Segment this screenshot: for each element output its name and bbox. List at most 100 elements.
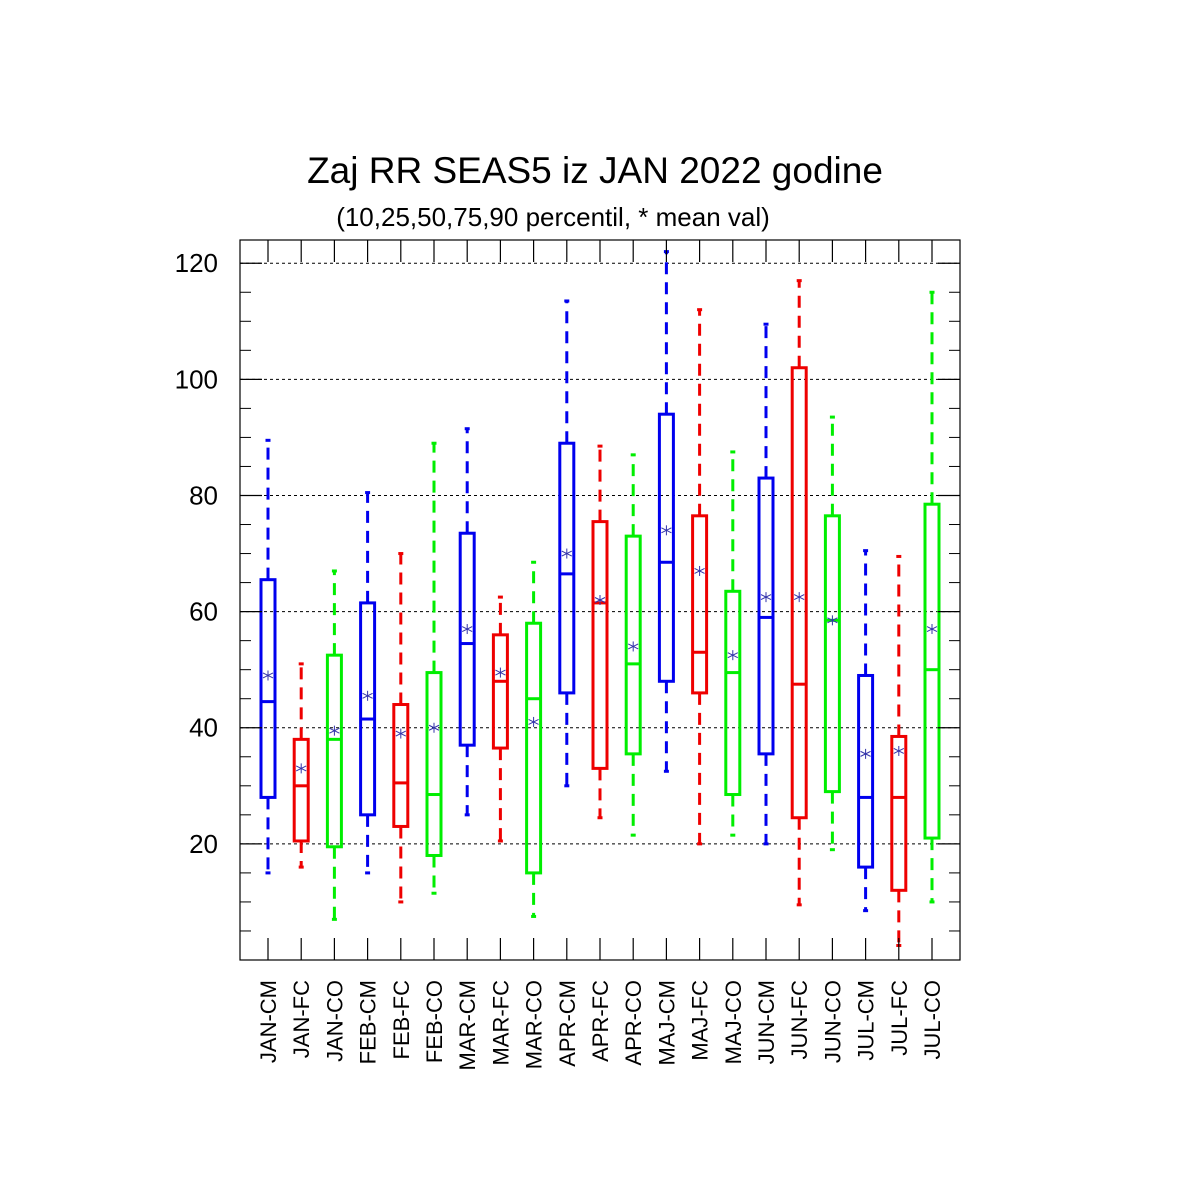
x-tick-label: FEB-CM — [356, 980, 381, 1064]
mean-marker — [428, 722, 440, 733]
box-iqr — [591, 520, 609, 770]
mean-marker-stroke — [295, 765, 307, 772]
mean-marker-stroke — [793, 594, 805, 601]
box-jan-fc — [292, 662, 310, 869]
mean-marker — [827, 615, 838, 626]
box-feb-co — [425, 441, 443, 895]
box-iqr — [425, 671, 443, 857]
box-iqr — [525, 621, 543, 875]
box-apr-cm — [558, 299, 576, 788]
x-tick-label: MAR-FC — [488, 980, 513, 1066]
chart-subtitle: (10,25,50,75,90 percentil, * mean val) — [336, 202, 770, 232]
y-tick-label: 120 — [175, 248, 218, 278]
x-tick-label: JUL-CM — [854, 980, 879, 1061]
mean-marker-stroke — [395, 730, 407, 737]
box-iqr — [259, 578, 277, 799]
mean-marker-stroke — [528, 718, 539, 725]
x-tick-label: JUL-FC — [887, 980, 912, 1056]
mean-marker — [395, 728, 407, 739]
box-maj-cm — [657, 250, 675, 773]
mean-marker-stroke — [694, 568, 705, 574]
box-iqr — [890, 734, 908, 892]
x-tick-label: JAN-CO — [322, 980, 347, 1062]
box-apr-fc — [591, 444, 609, 820]
box-mar-co — [525, 560, 543, 918]
axes: 20 40 60 80 100 120 JAN-CM JAN-FC JAN-CO FEB-CM FE… — [175, 240, 960, 1070]
x-tick-label: JUN-CO — [820, 980, 845, 1063]
mean-marker-stroke — [661, 527, 672, 534]
box-jun-co — [823, 415, 841, 852]
mean-marker — [295, 763, 307, 774]
y-tick-label: 80 — [189, 480, 218, 510]
mean-marker — [727, 650, 739, 661]
box-iqr — [325, 653, 343, 849]
x-tick-label: APR-CO — [621, 980, 646, 1066]
mean-marker-stroke — [827, 617, 838, 624]
y-tick-label: 100 — [175, 364, 218, 394]
box-jan-co — [325, 569, 343, 921]
mean-marker — [860, 748, 871, 759]
box-jun-cm — [757, 322, 775, 846]
box-mar-cm — [458, 427, 476, 817]
box-iqr — [857, 673, 875, 869]
mean-marker — [893, 745, 905, 756]
box-maj-fc — [691, 308, 709, 846]
mean-marker-stroke — [760, 594, 772, 601]
box-iqr — [392, 703, 410, 828]
x-tick-label: JAN-FC — [289, 980, 314, 1058]
x-tick-label: MAJ-FC — [688, 980, 713, 1061]
y-tick-label: 40 — [189, 713, 218, 743]
box-iqr — [624, 534, 642, 756]
mean-marker — [594, 595, 606, 605]
box-jan-cm — [259, 438, 277, 875]
mean-marker-stroke — [594, 597, 606, 603]
box-feb-cm — [359, 491, 377, 875]
mean-marker — [627, 641, 639, 652]
mean-marker-stroke — [428, 724, 440, 731]
box-iqr — [359, 601, 377, 817]
mean-marker-stroke — [926, 626, 938, 632]
box-iqr — [558, 441, 576, 695]
box-series — [259, 250, 941, 947]
mean-marker — [262, 670, 274, 681]
mean-marker — [694, 565, 705, 576]
mean-marker — [661, 525, 672, 536]
box-iqr — [823, 514, 841, 794]
x-tick-label: JAN-CM — [256, 980, 281, 1063]
mean-marker-stroke — [262, 672, 274, 679]
x-tick-label: JUL-CO — [920, 980, 945, 1059]
box-iqr — [458, 531, 476, 747]
y-tick-label: 60 — [189, 597, 218, 627]
x-tick-label: FEB-CO — [422, 980, 447, 1063]
mean-marker — [329, 725, 340, 736]
x-tick-label: MAJ-CO — [721, 980, 746, 1064]
box-iqr — [491, 633, 509, 750]
box-iqr — [292, 737, 310, 843]
mean-marker — [461, 624, 473, 635]
box-iqr — [691, 514, 709, 695]
chart-title: Zaj RR SEAS5 iz JAN 2022 godine — [307, 150, 883, 191]
mean-marker — [528, 716, 539, 727]
x-tick-label: FEB-FC — [389, 980, 414, 1060]
x-tick-label: MAR-CM — [455, 980, 480, 1070]
box-iqr — [724, 589, 742, 797]
x-tick-label: JUN-FC — [787, 980, 812, 1060]
mean-marker-stroke — [495, 669, 506, 676]
x-tick-label: APR-FC — [588, 980, 613, 1062]
x-tick-label: MAJ-CM — [654, 980, 679, 1066]
x-tick-label: JUN-CM — [754, 980, 779, 1064]
mean-marker — [362, 690, 373, 701]
box-jul-co — [923, 290, 941, 904]
mean-marker-stroke — [893, 748, 905, 754]
mean-marker-stroke — [329, 727, 340, 734]
box-jun-fc — [790, 279, 808, 907]
x-tick-label: APR-CM — [555, 980, 580, 1067]
mean-marker — [926, 624, 938, 635]
box-iqr — [657, 412, 675, 683]
mean-marker-stroke — [362, 692, 373, 699]
box-jul-fc — [890, 554, 908, 947]
mean-marker-stroke — [461, 626, 473, 632]
box-apr-co — [624, 453, 642, 837]
mean-marker — [793, 592, 805, 603]
